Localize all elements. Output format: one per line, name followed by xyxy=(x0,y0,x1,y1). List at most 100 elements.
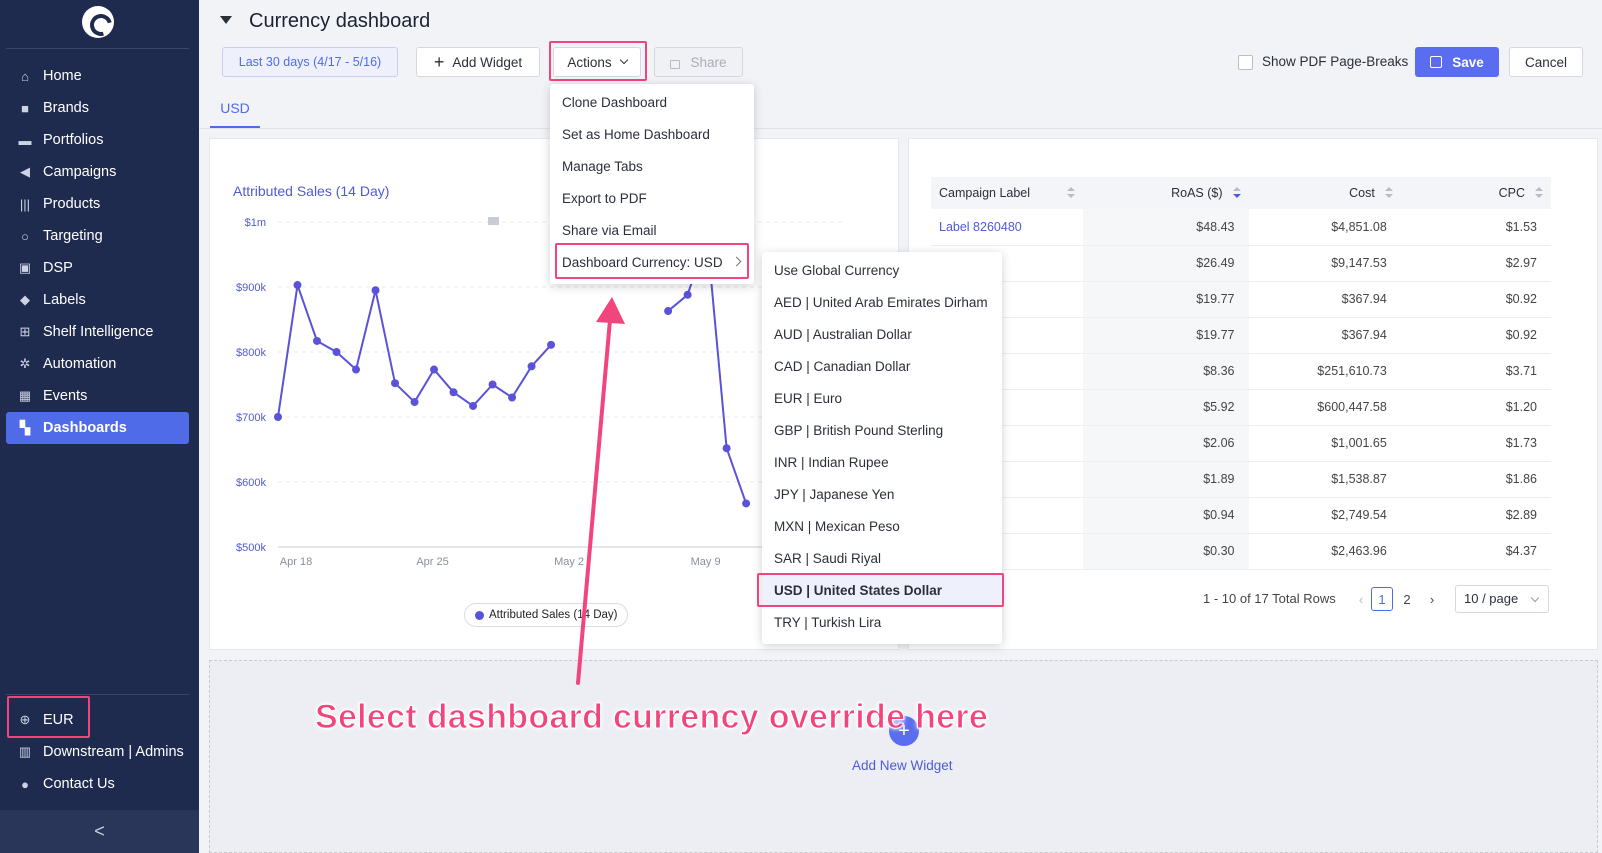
menu-item-set-as-home-dashboard[interactable]: Set as Home Dashboard xyxy=(550,118,754,150)
currency-option-usd[interactable]: USD | United States Dollar xyxy=(762,574,1002,606)
menu-item-share-via-email[interactable]: Share via Email xyxy=(550,214,754,246)
currency-option-aud[interactable]: AUD | Australian Dollar xyxy=(774,326,912,342)
sidebar-item-products[interactable]: ||| Products xyxy=(6,188,189,220)
menu-item-dashboard-currency-usd[interactable]: Dashboard Currency: USD xyxy=(550,246,754,278)
sidebar-item-eur[interactable]: ⊕ EUR xyxy=(6,704,189,736)
chart-legend[interactable]: Attributed Sales (14 Day) xyxy=(464,603,629,627)
pdf-page-breaks-checkbox[interactable] xyxy=(1238,55,1253,70)
table-cell: $2.89 xyxy=(1400,497,1551,534)
table-widget: Campaign Label RoAS ($) Cost CPC Label 8260… xyxy=(908,138,1598,650)
column-header[interactable]: Cost xyxy=(1248,177,1401,209)
sidebar-item-dashboards[interactable]: ▚ Dashboards xyxy=(6,412,189,444)
sidebar-item-labels[interactable]: ◆ Labels xyxy=(6,284,189,316)
column-header[interactable]: CPC xyxy=(1400,177,1551,209)
add-widget-button[interactable]: + Add Widget xyxy=(416,47,540,77)
prev-page-icon[interactable]: ‹ xyxy=(1358,591,1364,607)
currency-option-mxn[interactable]: MXN | Mexican Peso xyxy=(774,518,900,534)
add-widget-plus-icon[interactable]: + xyxy=(889,716,919,746)
table-cell: $1,538.87 xyxy=(1248,461,1401,498)
table-cell: $5.92 xyxy=(1083,389,1249,426)
actions-button[interactable]: Actions xyxy=(553,47,641,77)
add-widget-area[interactable] xyxy=(209,660,1598,853)
menu-item-manage-tabs[interactable]: Manage Tabs xyxy=(550,150,754,182)
sidebar-item-dsp[interactable]: ▣ DSP xyxy=(6,252,189,284)
table-header-row: Campaign Label RoAS ($) Cost CPC xyxy=(931,177,1551,209)
menu-item-clone-dashboard[interactable]: Clone Dashboard xyxy=(550,86,754,118)
table-cell: $600,447.58 xyxy=(1248,389,1401,426)
date-range-button[interactable]: Last 30 days (4/17 - 5/16) xyxy=(222,47,398,77)
table-cell: $2,749.54 xyxy=(1248,497,1401,534)
table-row: 904$1.89$1,538.87$1.86 xyxy=(931,461,1551,498)
sidebar-item-label: Shelf Intelligence xyxy=(43,324,154,340)
currency-option-use[interactable]: Use Global Currency xyxy=(774,262,900,278)
sort-icon[interactable] xyxy=(1384,187,1393,199)
sort-icon[interactable] xyxy=(1535,187,1543,199)
highlight-actions xyxy=(549,41,647,81)
annotation-text: Select dashboard currency override here xyxy=(314,698,989,737)
sidebar-item-downstream-admins[interactable]: ▥ Downstream | Admins xyxy=(6,736,189,768)
table-row: $5.92 $600,447.58 $1.20 xyxy=(931,389,1551,426)
page-2-button[interactable]: 2 xyxy=(1403,591,1411,607)
table-row: 7968$2.06$1,001.65$1.73 xyxy=(931,425,1551,462)
sidebar-divider xyxy=(6,48,189,49)
currency-option-cad[interactable]: CAD | Canadian Dollar xyxy=(774,358,911,374)
save-button[interactable]: Save xyxy=(1415,47,1499,77)
currency-option-sar[interactable]: SAR | Saudi Riyal xyxy=(774,550,882,566)
sidebar-item-label: Downstream | Admins xyxy=(43,744,184,760)
table-row: Label 8260480 $48.43 $4,851.08 $1.53 xyxy=(931,209,1551,246)
cancel-button[interactable]: Cancel xyxy=(1509,47,1583,77)
column-header-label: Cost xyxy=(1349,186,1375,200)
currency-option-gbp[interactable]: GBP | British Pound Sterling xyxy=(774,422,944,438)
table-row: 3880$19.77$367.94$0.92 xyxy=(931,281,1551,318)
currency-option-jpy[interactable]: JPY | Japanese Yen xyxy=(774,486,895,502)
table-cell: $1.53 xyxy=(1400,209,1551,246)
sort-icon[interactable] xyxy=(1232,187,1241,199)
caret-down-icon[interactable] xyxy=(220,16,232,24)
table-body: Label 8260480$48.43$4,851.08$1.539904$26… xyxy=(931,209,1551,570)
sidebar-item-automation[interactable]: ✲ Automation xyxy=(6,348,189,380)
table-cell: $8.36 xyxy=(1083,353,1249,390)
data-point xyxy=(664,307,673,316)
currency-option-try[interactable]: TRY | Turkish Lira xyxy=(774,614,882,630)
megaphone-icon: ◀ xyxy=(20,164,30,179)
data-point xyxy=(742,499,751,508)
data-point xyxy=(508,393,517,402)
sidebar-item-label: Contact Us xyxy=(43,776,115,792)
tab-divider xyxy=(199,128,1602,129)
data-point xyxy=(391,379,400,388)
column-header[interactable]: Campaign Label xyxy=(931,177,1084,209)
next-page-icon[interactable]: › xyxy=(1429,591,1435,607)
table-row: 7120$0.30$2,463.96$4.37 xyxy=(931,533,1551,570)
sidebar-item-brands[interactable]: ■ Brands xyxy=(6,92,189,124)
page-size-select[interactable]: 10 / page xyxy=(1455,585,1549,613)
data-point xyxy=(313,336,322,345)
sidebar-item-events[interactable]: ▦ Events xyxy=(6,380,189,412)
currency-menu: Use Global Currency AED | United Arab Emi… xyxy=(762,252,1002,644)
currency-option-aed[interactable]: AED | United Arab Emirates Dirham xyxy=(774,294,988,310)
tab-usd[interactable]: USD xyxy=(210,100,260,128)
data-point xyxy=(527,362,536,371)
gear-icon: ✲ xyxy=(19,356,31,371)
y-tick-label: $900k xyxy=(236,282,266,294)
add-widget-label: Add Widget xyxy=(452,54,523,70)
sort-icon[interactable] xyxy=(1067,187,1076,199)
campaign-label-link[interactable]: Label 8260480 xyxy=(931,209,1084,246)
x-tick-label: May 2 xyxy=(554,556,584,568)
sidebar-item-label: Targeting xyxy=(43,228,103,244)
sidebar-collapse-button[interactable]: < xyxy=(0,810,199,853)
sidebar-item-targeting[interactable]: ○ Targeting xyxy=(6,220,189,252)
page-1-button[interactable]: 1 xyxy=(1371,587,1393,611)
sidebar-item-portfolios[interactable]: ▬ Portfolios xyxy=(6,124,189,156)
add-new-widget-link[interactable]: Add New Widget xyxy=(852,758,953,773)
menu-item-export-to-pdf[interactable]: Export to PDF xyxy=(550,182,754,214)
currency-option-eur[interactable]: EUR | Euro xyxy=(774,390,843,406)
sidebar-item-home[interactable]: ⌂ Home xyxy=(6,60,189,92)
column-header[interactable]: RoAS ($) xyxy=(1083,177,1249,209)
currency-option-inr[interactable]: INR | Indian Rupee xyxy=(774,454,889,470)
share-button[interactable]: Share xyxy=(654,47,743,77)
sidebar-item-campaigns[interactable]: ◀ Campaigns xyxy=(6,156,189,188)
sidebar-item-shelf-intelligence[interactable]: ⊞ Shelf Intelligence xyxy=(6,316,189,348)
sidebar-item-contact-us[interactable]: ● Contact Us xyxy=(6,768,189,800)
logo[interactable] xyxy=(82,6,114,38)
table-cell: $19.77 xyxy=(1083,317,1249,354)
